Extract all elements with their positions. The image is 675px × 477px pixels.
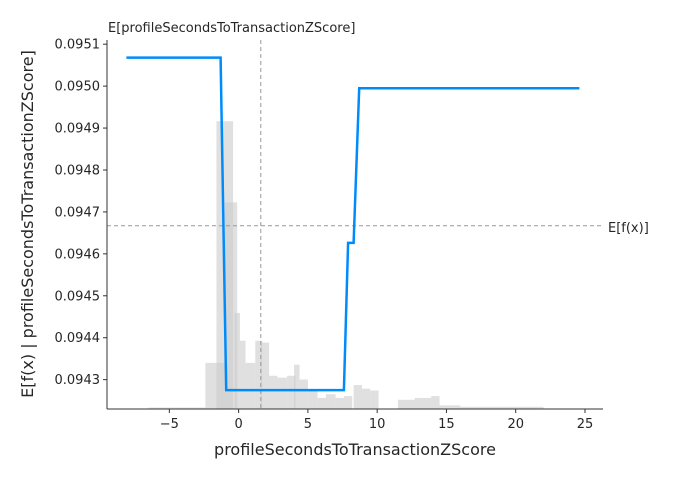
x-tick-label: −5 bbox=[160, 417, 179, 432]
x-axis-label: profileSecondsToTransactionZScore bbox=[214, 440, 496, 459]
x-tick-label: 15 bbox=[438, 417, 455, 432]
x-tick-label: 5 bbox=[304, 417, 312, 432]
histogram-bar bbox=[148, 407, 206, 409]
y-axis-label: E[f(x) | profileSecondsToTransactionZSco… bbox=[18, 50, 37, 398]
histogram-bar bbox=[287, 375, 296, 409]
histogram-bar bbox=[307, 390, 318, 409]
y-tick-label: 0.0947 bbox=[55, 205, 101, 220]
y-tick-label: 0.0946 bbox=[55, 247, 101, 262]
histogram-bar bbox=[294, 364, 300, 409]
x-axis-ticks: −5 0 5 10 15 20 25 bbox=[160, 409, 594, 432]
y-axis-ticks: 0.0943 0.0944 0.0945 0.0946 0.0947 0.0948 0.09… bbox=[55, 38, 107, 388]
dependence-line-layer bbox=[126, 56, 580, 392]
histogram-bar bbox=[260, 342, 270, 409]
histogram-bar bbox=[361, 388, 371, 409]
expected-prediction-label: E[f(x)] bbox=[608, 221, 649, 236]
histogram-bar bbox=[240, 340, 246, 409]
histogram-bar bbox=[431, 396, 440, 409]
y-tick-label: 0.0944 bbox=[55, 331, 101, 346]
x-tick-label: 20 bbox=[507, 417, 524, 432]
histogram-bar bbox=[234, 313, 241, 409]
y-tick-label: 0.0951 bbox=[55, 38, 101, 53]
expected-feature-label: E[profileSecondsToTransactionZScore] bbox=[108, 21, 355, 36]
histogram bbox=[148, 121, 544, 410]
axes bbox=[106, 40, 603, 410]
histogram-bar bbox=[299, 379, 308, 409]
histogram-bar bbox=[343, 396, 353, 409]
y-tick-label: 0.0950 bbox=[55, 80, 101, 95]
histogram-bar bbox=[255, 340, 263, 409]
histogram-bar bbox=[317, 397, 326, 409]
dependence-line bbox=[126, 56, 580, 392]
x-tick-label: 0 bbox=[234, 417, 242, 432]
histogram-bar bbox=[460, 406, 544, 409]
histogram-bar bbox=[370, 390, 379, 409]
y-tick-label: 0.0948 bbox=[55, 163, 101, 178]
x-tick-label: 10 bbox=[369, 417, 386, 432]
histogram-bar bbox=[439, 405, 461, 409]
histogram-bar bbox=[335, 397, 344, 409]
histogram-bar bbox=[353, 385, 362, 409]
y-tick-label: 0.0945 bbox=[55, 289, 101, 304]
histogram-bar bbox=[397, 399, 415, 409]
x-tick-label: 25 bbox=[577, 417, 594, 432]
histogram-bar bbox=[414, 397, 432, 409]
histogram-bar bbox=[269, 375, 278, 409]
y-tick-label: 0.0943 bbox=[55, 373, 101, 388]
reference-lines bbox=[107, 40, 604, 409]
histogram-bar bbox=[277, 377, 288, 409]
y-tick-label: 0.0949 bbox=[55, 122, 101, 137]
histogram-bar bbox=[224, 202, 238, 409]
histogram-bar bbox=[245, 362, 256, 409]
histogram-bar bbox=[325, 394, 336, 409]
